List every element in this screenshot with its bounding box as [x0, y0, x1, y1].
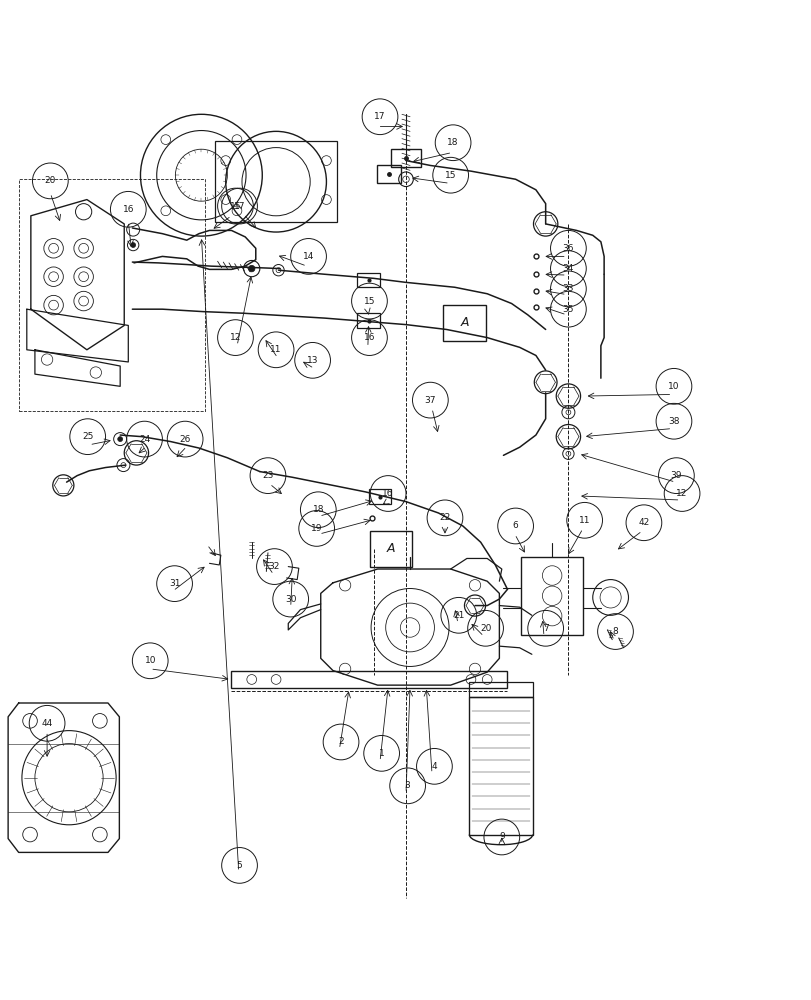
Text: 8: 8 [611, 627, 618, 636]
Bar [469, 697, 532, 835]
Text: 42: 42 [637, 518, 649, 527]
Text: 35: 35 [562, 305, 573, 314]
Bar [521, 557, 582, 635]
Text: 23: 23 [262, 471, 273, 480]
Text: 21: 21 [453, 611, 464, 620]
Text: 17: 17 [234, 202, 245, 211]
Text: 20: 20 [45, 176, 56, 185]
Text: 18: 18 [447, 138, 458, 147]
Text: 16: 16 [363, 333, 375, 342]
Text: 25: 25 [82, 432, 93, 441]
Text: 18: 18 [312, 505, 324, 514]
Text: 11: 11 [578, 516, 590, 525]
Bar [357, 313, 380, 328]
Text: 7: 7 [542, 624, 548, 633]
Text: 44: 44 [41, 719, 53, 728]
Text: 13: 13 [307, 356, 318, 365]
Text: 32: 32 [268, 562, 280, 571]
Bar [369, 489, 390, 504]
Text: 37: 37 [424, 396, 436, 405]
Bar [370, 531, 412, 567]
Text: 26: 26 [179, 435, 191, 444]
Bar [19, 179, 205, 411]
Text: 30: 30 [285, 595, 296, 604]
Text: 39: 39 [670, 471, 681, 480]
Text: 9: 9 [498, 832, 504, 841]
Text: 4: 4 [431, 762, 436, 771]
Text: 3: 3 [404, 781, 410, 790]
Bar [215, 141, 337, 222]
Text: 38: 38 [667, 417, 679, 426]
Text: 16: 16 [122, 205, 134, 214]
Text: 12: 12 [676, 489, 687, 498]
Text: 22: 22 [439, 513, 450, 522]
Text: A: A [460, 316, 468, 329]
Text: 11: 11 [270, 345, 281, 354]
Text: 16: 16 [382, 489, 393, 498]
Text: 19: 19 [311, 524, 322, 533]
Text: 24: 24 [139, 435, 150, 444]
Circle shape [118, 437, 122, 442]
Text: 6: 6 [512, 521, 518, 530]
Text: 15: 15 [230, 202, 241, 211]
Text: 31: 31 [169, 579, 180, 588]
Text: 10: 10 [144, 656, 156, 665]
Text: 15: 15 [444, 171, 456, 180]
Circle shape [248, 265, 255, 272]
Text: 36: 36 [562, 244, 573, 253]
Text: 14: 14 [303, 252, 314, 261]
Text: A: A [387, 542, 395, 555]
Circle shape [131, 243, 135, 247]
Text: 33: 33 [562, 284, 573, 293]
Bar [357, 273, 380, 287]
Text: 17: 17 [374, 112, 385, 121]
Text: 34: 34 [562, 264, 573, 273]
Bar [443, 305, 485, 341]
Text: 1: 1 [378, 749, 384, 758]
Text: 20: 20 [479, 624, 491, 633]
Bar [391, 149, 420, 167]
Text: 15: 15 [363, 297, 375, 306]
Bar [231, 671, 507, 688]
Bar [469, 682, 532, 697]
Bar [376, 165, 401, 183]
Text: 10: 10 [667, 382, 679, 391]
Text: 12: 12 [230, 333, 241, 342]
Text: 2: 2 [338, 737, 343, 746]
Text: 5: 5 [236, 861, 242, 870]
